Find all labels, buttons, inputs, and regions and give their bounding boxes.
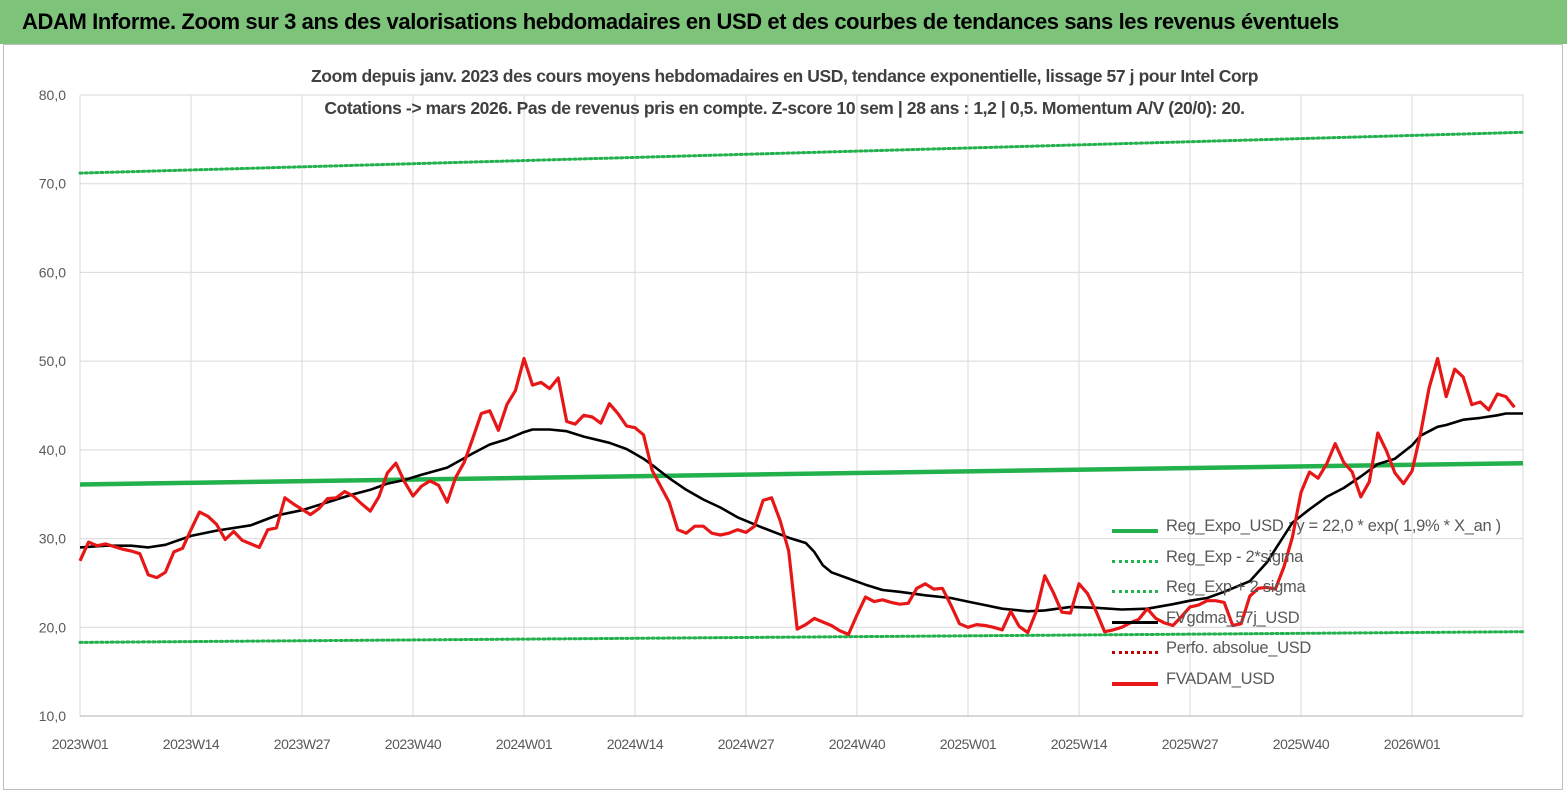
x-tick-label: 2025W27 (1162, 736, 1219, 752)
x-tick-label: 2025W40 (1273, 736, 1330, 752)
x-tick-label: 2023W27 (274, 736, 331, 752)
y-tick-label: 20,0 (39, 619, 66, 635)
fvgdma-57j-line (79, 412, 1523, 613)
chart-title: Zoom depuis janv. 2023 des cours moyens … (311, 66, 1258, 86)
x-tick-label: 2023W01 (52, 736, 109, 752)
fvadam-line (78, 356, 1516, 636)
legend-swatch (1112, 620, 1158, 624)
legend-label: FVgdma_57j_USD (1166, 608, 1300, 627)
reg-expo-line (79, 460, 1524, 487)
x-tick-label: 2024W14 (607, 736, 664, 752)
legend-label: FVADAM_USD (1166, 669, 1275, 688)
banner-title: ADAM Informe. Zoom sur 3 ans des valoris… (22, 9, 1339, 34)
legend-label: Reg_Expo_USD : y = 22,0 * exp( 1,9% * X_… (1166, 517, 1501, 535)
legend-label: Perfo. absolue_USD (1166, 639, 1312, 657)
legend-swatch (1112, 681, 1158, 686)
report-banner: ADAM Informe. Zoom sur 3 ans des valoris… (0, 0, 1567, 44)
y-tick-label: 50,0 (39, 353, 66, 369)
x-tick-label: 2024W27 (718, 736, 775, 752)
reg-exp-plus-2sigma-line (78, 130, 1525, 175)
chart-axes: 10,0 20,0 30,0 40,0 50,0 60,0 70,0 80,0 2023W01 2… (39, 87, 1523, 752)
y-tick-label: 70,0 (39, 176, 66, 192)
x-tick-label: 2025W14 (1051, 736, 1108, 752)
chart-series (78, 130, 1525, 644)
y-tick-label: 40,0 (39, 442, 66, 458)
y-tick-label: 30,0 (39, 531, 66, 547)
y-tick-label: 80,0 (39, 87, 66, 103)
x-tick-label: 2026W01 (1384, 736, 1441, 752)
chart-subtitle: Cotations -> mars 2026. Pas de revenus p… (324, 98, 1245, 118)
legend-swatch (1112, 529, 1158, 533)
x-tick-label: 2024W01 (496, 736, 553, 752)
y-tick-label: 10,0 (39, 708, 66, 724)
x-tick-label: 2023W14 (163, 736, 220, 752)
reg-exp-minus-2sigma-line (78, 630, 1525, 644)
x-tick-label: 2024W40 (829, 736, 886, 752)
legend-label: Reg_Exp - 2*sigma (1166, 547, 1304, 566)
x-tick-label: 2025W01 (940, 736, 997, 752)
legend-swatch (1112, 651, 1158, 654)
legend-swatch (1112, 559, 1158, 563)
legend-swatch (1112, 590, 1158, 593)
legend-label: Reg_Exp + 2 sigma (1166, 578, 1306, 596)
y-tick-label: 60,0 (39, 264, 66, 280)
x-tick-label: 2023W40 (385, 736, 442, 752)
chart-grid (79, 94, 1524, 716)
